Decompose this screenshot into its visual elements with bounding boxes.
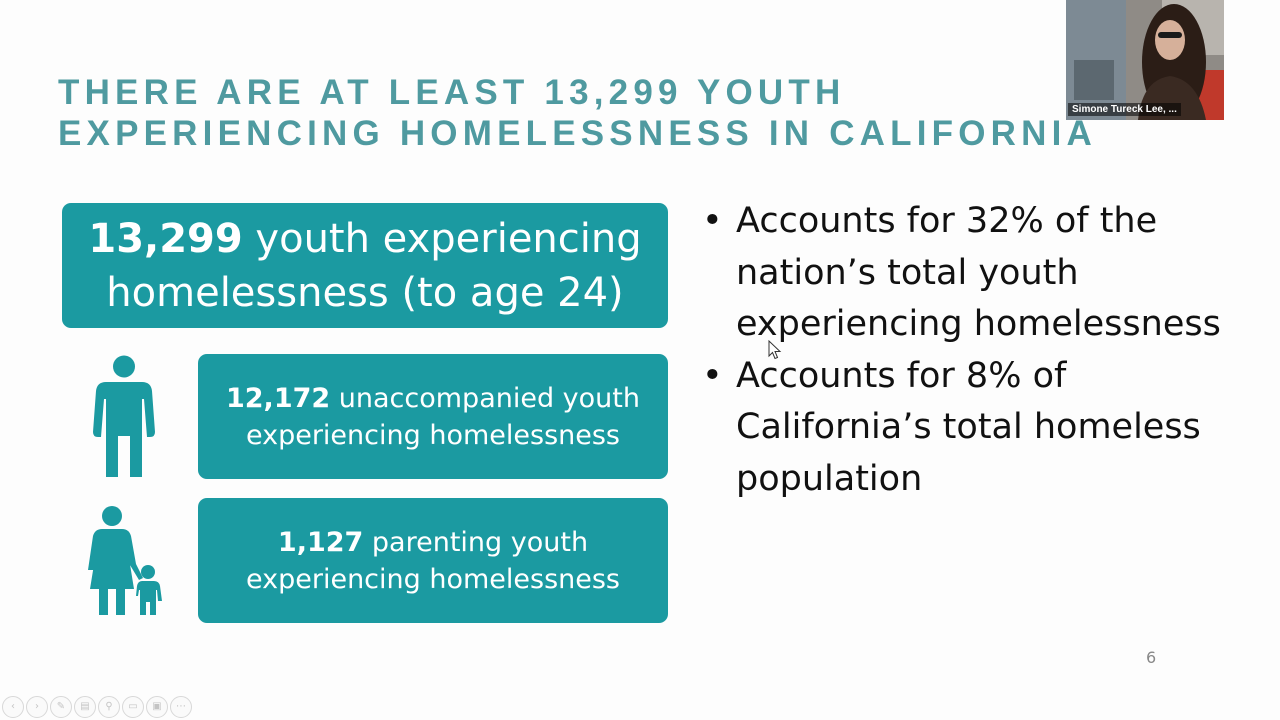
participant-name-label: Simone Tureck Lee, ...	[1068, 103, 1181, 116]
slide-title-line: EXPERIENCING HOMELESSNESS IN CALIFORNIA	[58, 114, 1098, 153]
more-icon[interactable]: ⋯	[170, 696, 192, 718]
page-number: 6	[1146, 648, 1157, 667]
person-icon	[93, 355, 155, 477]
subtitles-icon[interactable]: ▭	[122, 696, 144, 718]
parenting-youth-text: parenting youth	[363, 526, 589, 558]
bullet-list: Accounts for 32% of the nation’s total y…	[700, 196, 1240, 505]
camera-icon[interactable]: ▣	[146, 696, 168, 718]
slide-title-line: THERE ARE AT LEAST 13,299 YOUTH	[58, 73, 846, 112]
parenting-youth-text-line2: experiencing homelessness	[245, 563, 621, 595]
bullet-item: Accounts for 32% of the nation’s total y…	[700, 196, 1240, 351]
presentation-toolbar: ‹ › ✎ ▤ ⚲ ▭ ▣ ⋯	[2, 696, 192, 718]
slides-icon[interactable]: ▤	[74, 696, 96, 718]
participant-video-image	[1066, 0, 1224, 120]
participant-video[interactable]: Simone Tureck Lee, ...	[1066, 0, 1224, 120]
pen-icon[interactable]: ✎	[50, 696, 72, 718]
total-youth-number: 13,299	[88, 215, 243, 262]
total-youth-text: youth experiencing	[242, 215, 642, 262]
unaccompanied-youth-number: 12,172	[225, 382, 331, 414]
parent-with-child-icon	[88, 506, 162, 615]
parenting-youth-box: 1,127 parenting youth experiencing homel…	[198, 498, 668, 623]
mouse-cursor-icon	[768, 340, 782, 360]
total-youth-text-line2: homelessness (to age 24)	[106, 269, 624, 316]
slide-title: THERE ARE AT LEAST 13,299 YOUTH EXPERIEN…	[58, 72, 1178, 154]
unaccompanied-youth-box: 12,172 unaccompanied youth experiencing …	[198, 354, 668, 479]
parenting-youth-number: 1,127	[277, 526, 364, 558]
bullet-item: Accounts for 8% of California’s total ho…	[700, 351, 1240, 506]
total-youth-box: 13,299 youth experiencing homelessness (…	[62, 203, 668, 328]
unaccompanied-youth-text-line2: experiencing homelessness	[245, 419, 620, 451]
unaccompanied-youth-text: unaccompanied youth	[330, 382, 640, 414]
next-icon[interactable]: ›	[26, 696, 48, 718]
previous-icon[interactable]: ‹	[2, 696, 24, 718]
zoom-icon[interactable]: ⚲	[98, 696, 120, 718]
